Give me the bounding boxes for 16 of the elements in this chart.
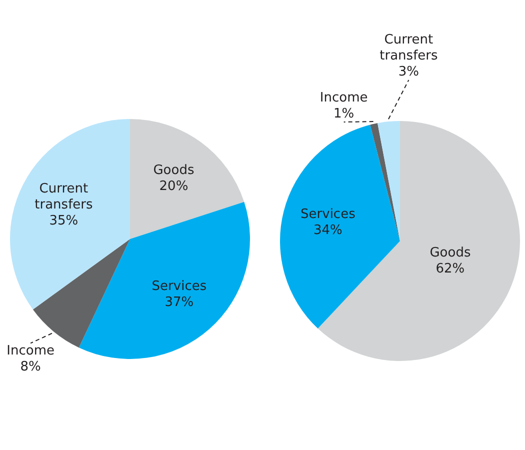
slice-label: Current transfers <box>34 182 93 213</box>
slice-label: Services <box>300 206 356 222</box>
data-label: 34% <box>313 222 342 238</box>
slice-label: Income <box>320 90 368 106</box>
slice-label: Current transfers <box>380 32 438 64</box>
data-label: 1% <box>334 106 354 122</box>
data-label: 62% <box>436 261 465 276</box>
slice-label: Goods <box>430 245 471 260</box>
slice-label: Income <box>6 344 54 359</box>
data-label: 37% <box>164 295 194 310</box>
data-label: 8% <box>20 360 41 375</box>
slice-label: Services <box>152 279 207 294</box>
data-label: 3% <box>398 64 420 80</box>
data-label: 35% <box>49 214 78 229</box>
data-label: 20% <box>159 179 188 194</box>
slice-label: Goods <box>153 163 194 178</box>
